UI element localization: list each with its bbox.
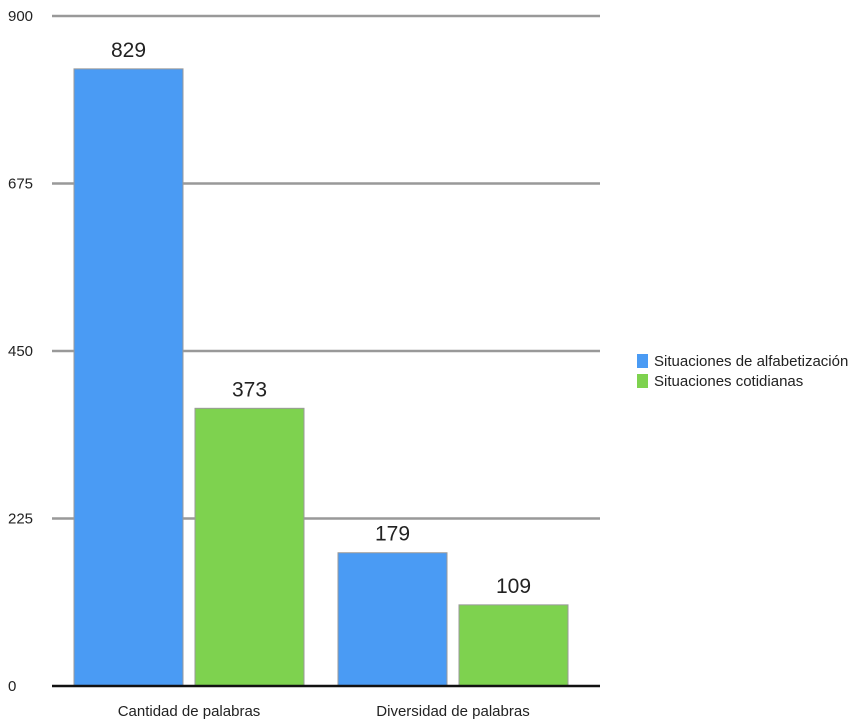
legend-swatch [637, 374, 648, 388]
y-axis-ticks: 0 225 450 675 900 [8, 8, 33, 695]
bars [73, 68, 569, 687]
x-axis-categories: Cantidad de palabras Diversidad de palabr… [118, 703, 530, 720]
y-tick-label: 900 [8, 8, 33, 25]
data-label: 179 [375, 523, 410, 546]
legend-label: Situaciones de alfabetización [654, 353, 848, 370]
legend-label: Situaciones cotidianas [654, 373, 803, 390]
bar [458, 604, 569, 687]
data-labels: 829 373 179 109 [111, 39, 531, 598]
legend: Situaciones de alfabetización Situaciones… [637, 353, 848, 390]
bar [194, 407, 305, 687]
y-tick-label: 675 [8, 176, 33, 193]
data-label: 373 [232, 378, 267, 401]
y-tick-label: 450 [8, 343, 33, 360]
x-category-label: Diversidad de palabras [376, 703, 529, 720]
bar [73, 68, 184, 687]
data-label: 109 [496, 575, 531, 598]
x-category-label: Cantidad de palabras [118, 703, 261, 720]
legend-swatch [637, 354, 648, 368]
bar [337, 552, 448, 687]
data-label: 829 [111, 39, 146, 62]
y-tick-label: 225 [8, 511, 33, 528]
y-tick-label: 0 [8, 678, 16, 695]
